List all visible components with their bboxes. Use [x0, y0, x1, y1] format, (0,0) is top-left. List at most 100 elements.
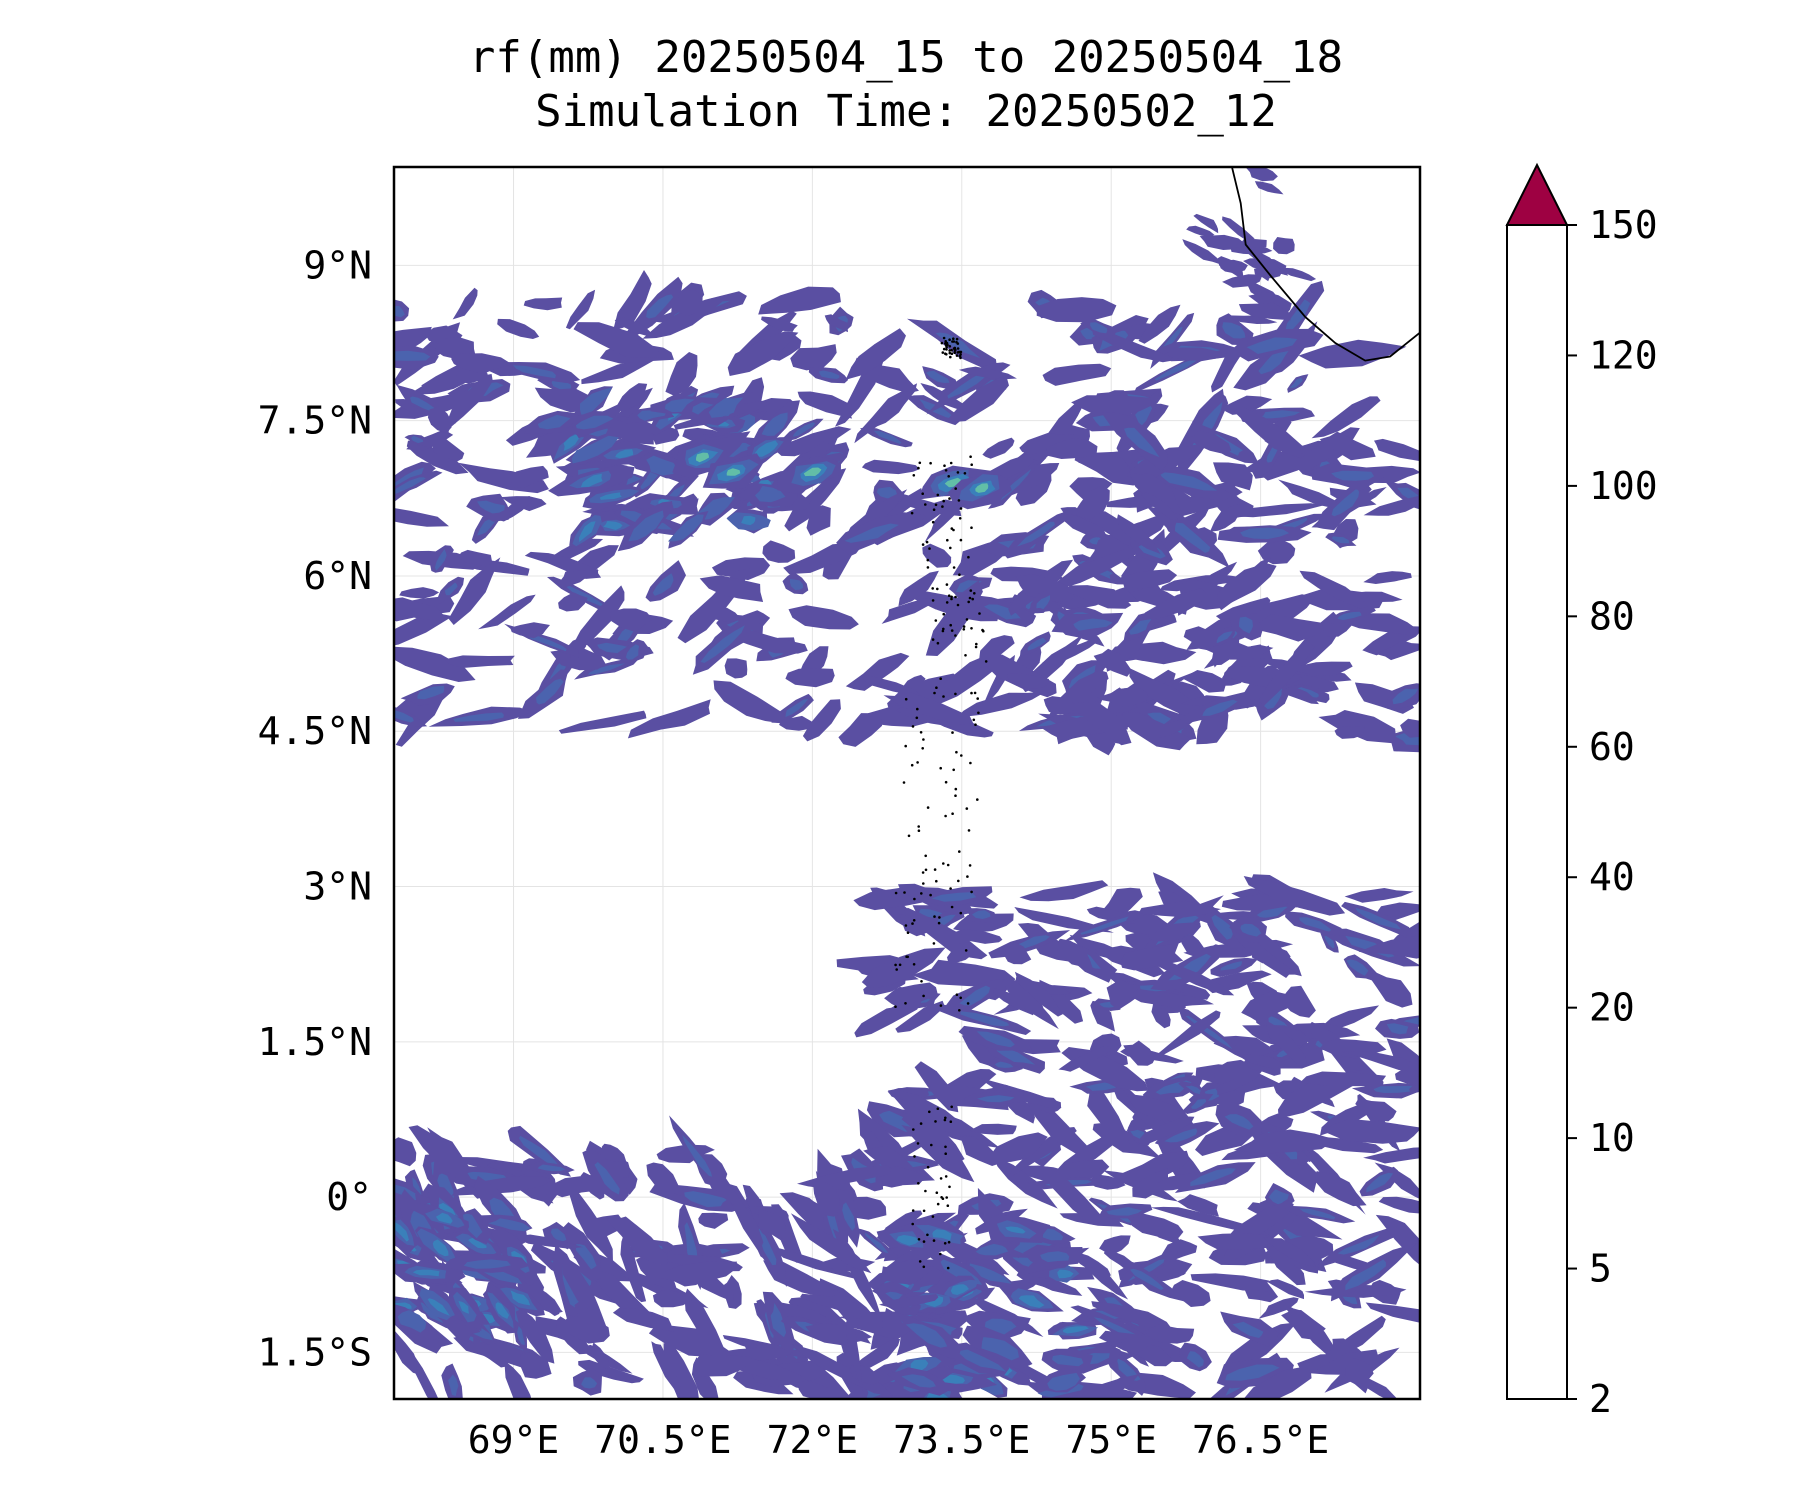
atoll-dot: [944, 814, 947, 818]
rain-cell: [1055, 539, 1139, 591]
atoll-dot: [922, 1265, 926, 1269]
atoll-dot: [953, 351, 956, 355]
rain-cell: [975, 483, 989, 493]
rain-cell: [1052, 1354, 1084, 1367]
rain-cell: [1246, 337, 1300, 354]
rain-cell: [700, 625, 745, 663]
rain-cell: [682, 1134, 713, 1177]
rain-cell: [515, 1308, 555, 1364]
rain-cell: [1319, 431, 1376, 461]
rain-cell: [1040, 1251, 1070, 1263]
atoll-dot: [950, 348, 953, 352]
lon-tick-label: 72°E: [767, 1418, 859, 1462]
atoll-dot: [936, 493, 940, 497]
rain-cell: [394, 477, 426, 495]
rain-cell: [394, 305, 405, 318]
rain-cell: [1222, 322, 1246, 339]
rain-cell: [1223, 1322, 1298, 1372]
rain-cell: [790, 344, 837, 371]
rain-cell: [1278, 479, 1337, 509]
rain-cell: [1274, 321, 1318, 374]
rain-cell: [394, 597, 444, 622]
rain-cell: [797, 391, 853, 419]
atoll-dot: [984, 660, 988, 663]
atoll-dot: [924, 868, 928, 872]
rain-cell: [910, 1359, 929, 1371]
rain-cell: [1007, 672, 1050, 689]
rain-cell: [1211, 914, 1233, 940]
rain-cell: [1046, 438, 1098, 459]
rain-cell: [1067, 585, 1132, 609]
rain-cell: [1331, 470, 1375, 481]
atoll-dot: [924, 503, 927, 506]
rain-cell: [612, 1307, 674, 1332]
rain-cell: [580, 1172, 605, 1200]
rain-cell: [838, 713, 883, 747]
rain-cell: [1284, 687, 1319, 705]
atoll-dot: [912, 1128, 915, 1131]
atoll-dot: [940, 1196, 943, 1199]
rain-cell: [1363, 1147, 1420, 1164]
atoll-dot: [928, 547, 931, 550]
atoll-dot: [938, 916, 941, 919]
rain-cell: [1182, 239, 1225, 266]
rain-cell: [1056, 938, 1094, 970]
rain-cell: [684, 1191, 728, 1208]
coastlines: [894, 167, 1420, 1270]
rain-cell: [1255, 261, 1274, 282]
rain-cell: [1019, 432, 1074, 456]
atoll-dot: [974, 645, 978, 649]
atoll-dot: [982, 629, 985, 633]
rain-cell: [953, 913, 1014, 933]
atoll-dot: [955, 354, 959, 357]
rain-cell: [770, 1302, 787, 1338]
rain-cell: [880, 488, 927, 524]
atoll-dot: [925, 540, 929, 544]
rain-cell: [935, 332, 981, 359]
rain-cell: [1016, 1272, 1061, 1291]
atoll-dot: [959, 350, 963, 354]
rain-cell: [1203, 638, 1240, 669]
rain-cell: [925, 580, 983, 656]
atoll-dot: [964, 654, 967, 657]
rain-cell: [1099, 1235, 1131, 1255]
rain-cell: [1345, 1358, 1374, 1386]
rain-cell: [890, 1093, 965, 1163]
atoll-dot: [954, 487, 957, 490]
rain-cell: [785, 668, 835, 688]
rain-cell: [1281, 1310, 1326, 1340]
rain-cell: [1131, 988, 1214, 1008]
rain-cell: [864, 1232, 889, 1254]
rain-cell: [1125, 1093, 1186, 1122]
rain-cell: [1216, 563, 1277, 604]
rain-cell: [1019, 880, 1109, 902]
rain-cell: [1063, 1326, 1089, 1334]
rain-cell: [1125, 440, 1214, 480]
rain-cell: [511, 465, 549, 488]
rain-cell: [1129, 1213, 1184, 1238]
atoll-dot: [921, 492, 924, 496]
atoll-dot: [931, 638, 935, 641]
atoll-dot: [939, 677, 942, 680]
rain-cell: [1215, 597, 1271, 620]
lat-tick-label: 0°: [326, 1175, 372, 1219]
rain-cell: [932, 1229, 952, 1241]
rain-cell: [537, 1164, 566, 1172]
rain-cell: [969, 1263, 1012, 1284]
rain-cell: [1156, 1010, 1221, 1056]
lon-tick-label: 69°E: [468, 1418, 560, 1462]
rain-cell: [949, 377, 1009, 422]
rain-cell: [1186, 225, 1215, 237]
atoll-dot: [933, 691, 936, 695]
rain-cell: [513, 365, 556, 379]
atoll-dot: [947, 1240, 951, 1244]
atoll-dot: [937, 921, 941, 925]
rain-cell: [658, 1261, 738, 1282]
rain-cell: [1392, 688, 1419, 705]
rain-cell: [463, 1259, 511, 1269]
atoll-dot: [942, 627, 945, 631]
atoll-dot: [904, 1002, 907, 1005]
rain-cell: [1073, 485, 1110, 520]
atoll-dot: [917, 1182, 920, 1185]
